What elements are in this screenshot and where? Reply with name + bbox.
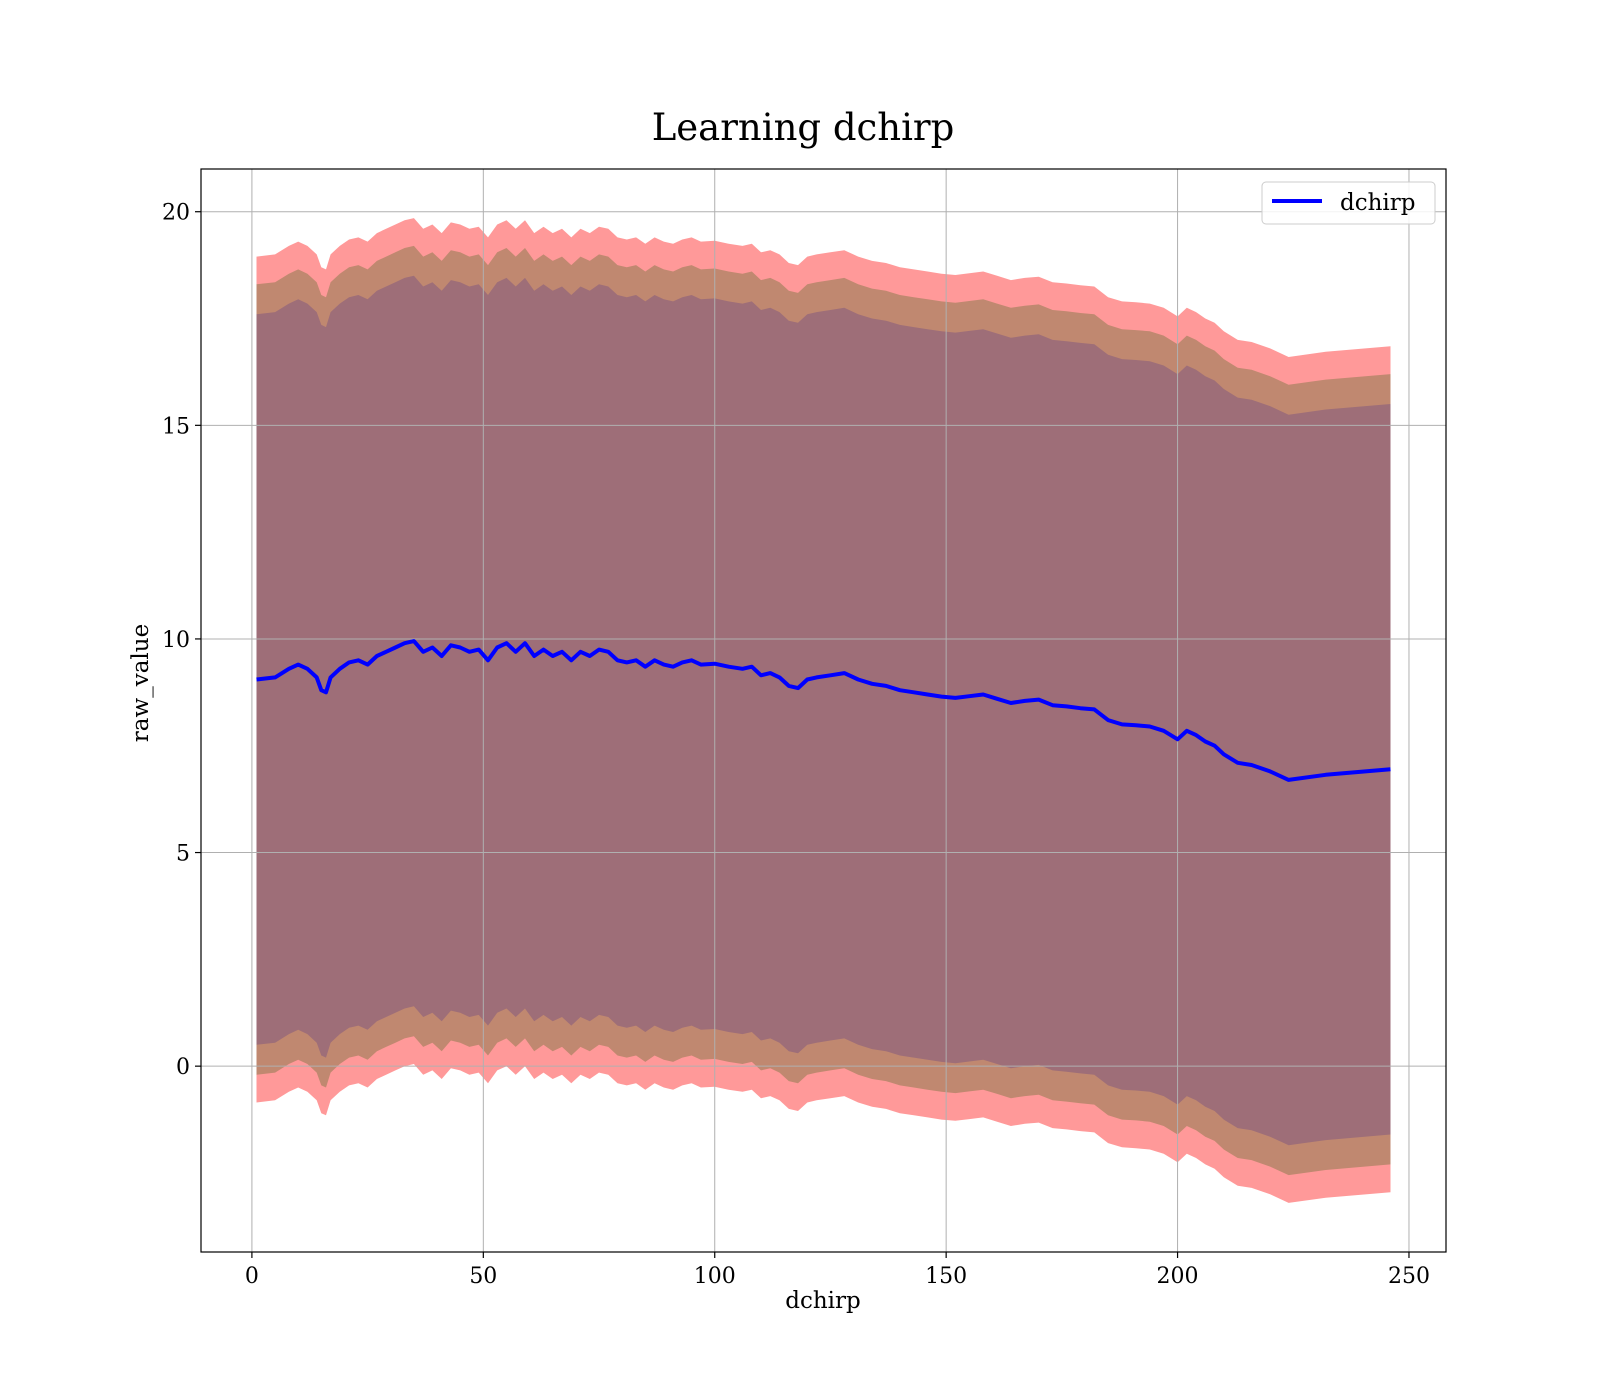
y-tick-label: 20	[162, 201, 190, 226]
x-tick-label: 200	[1157, 1264, 1199, 1289]
y-tick-label: 5	[176, 842, 190, 867]
legend-box	[1261, 181, 1436, 225]
x-tick-label: 150	[925, 1264, 967, 1289]
y-axis: 0 5 10 15 20	[162, 201, 201, 1080]
x-tick-label: 0	[245, 1264, 259, 1289]
chart-title: Learning dchirp	[652, 106, 955, 149]
series-line-dchirp	[256, 639, 1391, 782]
legend-label-dchirp: dchirp	[1340, 190, 1416, 216]
y-axis-label: raw_value	[128, 624, 154, 742]
x-tick-label: 250	[1388, 1264, 1430, 1289]
x-tick-label: 100	[694, 1264, 736, 1289]
x-axis: 0 50 100 150 200 250	[245, 1252, 1430, 1289]
plot-frame	[200, 168, 1447, 1253]
series-layer	[256, 639, 1391, 782]
y-tick-label: 10	[162, 628, 190, 653]
legend: dchirp	[1261, 181, 1436, 225]
x-tick-label: 50	[469, 1264, 497, 1289]
grid	[201, 169, 1446, 1252]
confidence-bands	[256, 218, 1391, 1203]
x-axis-label: dchirp	[785, 1288, 861, 1314]
confidence-band-3	[256, 275, 1391, 1146]
y-tick-label: 15	[162, 414, 190, 439]
y-tick-label: 0	[176, 1055, 190, 1080]
